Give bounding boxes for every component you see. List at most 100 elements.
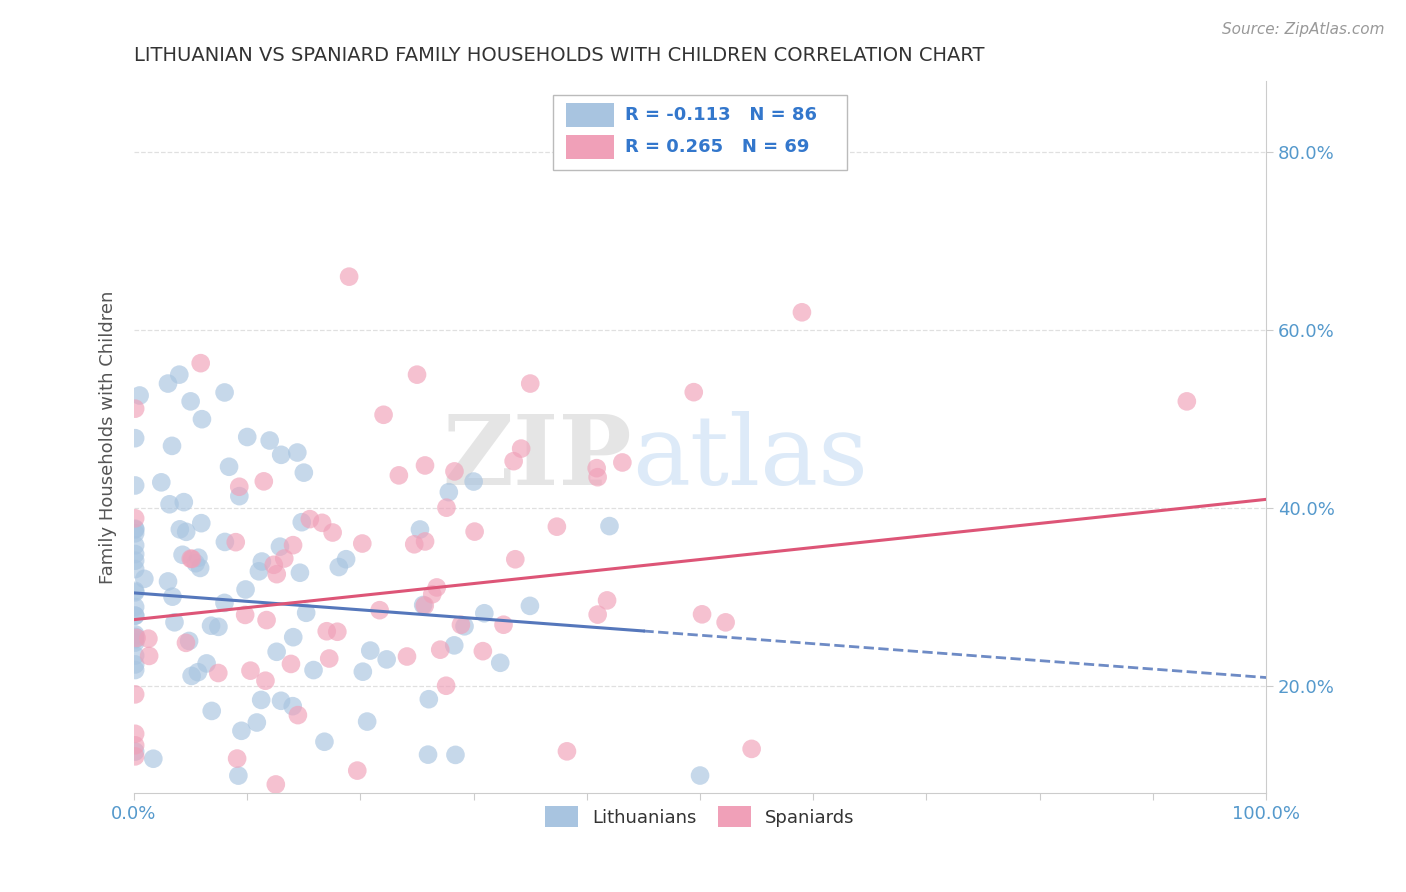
Point: [124, 431, 146, 445]
Point: [124, 583, 146, 598]
Point: [295, 606, 318, 620]
Point: [128, 388, 150, 402]
Y-axis label: Family Households with Children: Family Households with Children: [100, 290, 117, 583]
Point: [519, 599, 541, 613]
Point: [302, 663, 325, 677]
Point: [156, 376, 179, 391]
Point: [207, 666, 229, 681]
Point: [214, 385, 236, 400]
Point: [741, 742, 763, 756]
Point: [124, 727, 146, 741]
Point: [356, 714, 378, 729]
Point: [124, 687, 146, 701]
Point: [124, 608, 146, 623]
Point: [404, 537, 426, 551]
Point: [281, 538, 304, 552]
Point: [187, 665, 209, 680]
Point: [453, 619, 475, 633]
Point: [291, 515, 314, 529]
Point: [124, 526, 146, 541]
Point: [266, 645, 288, 659]
Point: [689, 768, 711, 782]
Point: [236, 430, 259, 444]
Point: [124, 585, 146, 599]
Point: [314, 735, 336, 749]
Point: [163, 615, 186, 630]
Point: [489, 656, 512, 670]
Point: [125, 631, 148, 645]
Legend: Lithuanians, Spaniards: Lithuanians, Spaniards: [538, 799, 862, 834]
Point: [180, 669, 202, 683]
Point: [134, 572, 156, 586]
Point: [395, 649, 418, 664]
Point: [337, 269, 360, 284]
Point: [472, 607, 495, 621]
Point: [235, 582, 257, 597]
Point: [443, 464, 465, 478]
Point: [292, 466, 315, 480]
Point: [450, 617, 472, 632]
Point: [287, 708, 309, 723]
Point: [180, 394, 202, 409]
Point: [201, 704, 224, 718]
Point: [228, 480, 250, 494]
Point: [464, 524, 486, 539]
Point: [225, 535, 247, 549]
Point: [443, 638, 465, 652]
Point: [160, 439, 183, 453]
Point: [586, 607, 609, 622]
Point: [180, 551, 202, 566]
Point: [281, 699, 304, 714]
Point: [413, 534, 436, 549]
Point: [172, 548, 194, 562]
Point: [326, 624, 349, 639]
Point: [246, 715, 269, 730]
Point: [173, 495, 195, 509]
Point: [444, 747, 467, 762]
Point: [263, 558, 285, 572]
Point: [368, 603, 391, 617]
Point: [138, 632, 160, 646]
Point: [256, 613, 278, 627]
FancyBboxPatch shape: [553, 95, 848, 169]
Point: [124, 401, 146, 416]
Point: [190, 516, 212, 531]
Point: [187, 550, 209, 565]
Point: [159, 497, 181, 511]
Point: [124, 632, 146, 647]
Point: [177, 634, 200, 648]
Point: [124, 547, 146, 561]
Point: [373, 408, 395, 422]
Point: [519, 376, 541, 391]
Point: [124, 522, 146, 536]
Point: [124, 657, 146, 672]
Point: [714, 615, 737, 630]
Point: [426, 581, 449, 595]
Point: [555, 744, 578, 758]
Point: [270, 694, 292, 708]
Point: [162, 590, 184, 604]
Text: LITHUANIAN VS SPANIARD FAMILY HOUSEHOLDS WITH CHILDREN CORRELATION CHART: LITHUANIAN VS SPANIARD FAMILY HOUSEHOLDS…: [134, 46, 984, 65]
Point: [790, 305, 813, 319]
Point: [231, 723, 253, 738]
Point: [247, 564, 270, 578]
Point: [416, 747, 439, 762]
Point: [596, 593, 619, 607]
Point: [318, 651, 340, 665]
Point: [191, 412, 214, 426]
Text: R = 0.265   N = 69: R = 0.265 N = 69: [626, 138, 810, 156]
Point: [228, 769, 250, 783]
Text: R = -0.113   N = 86: R = -0.113 N = 86: [626, 106, 817, 124]
Point: [124, 635, 146, 649]
Point: [335, 552, 357, 566]
Point: [288, 566, 311, 580]
Point: [207, 620, 229, 634]
Point: [270, 448, 292, 462]
Point: [505, 552, 527, 566]
Point: [124, 511, 146, 525]
Point: [612, 455, 634, 469]
Point: [124, 630, 146, 644]
Point: [283, 630, 305, 644]
Point: [273, 551, 295, 566]
Point: [585, 461, 607, 475]
